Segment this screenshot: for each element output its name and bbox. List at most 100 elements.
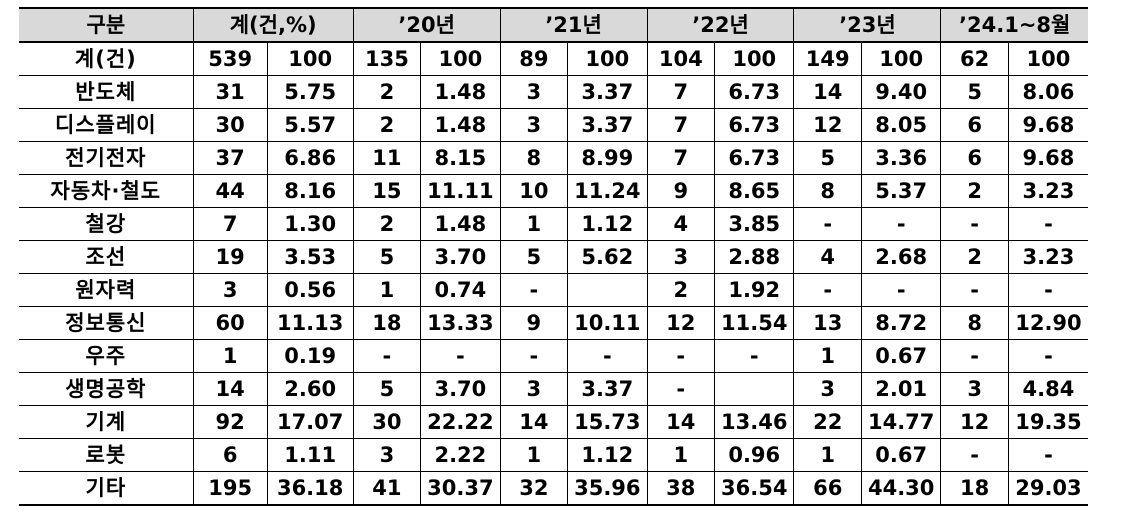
row-label: 조선 (19, 240, 194, 274)
percent-cell: 8.06 (1007, 75, 1088, 109)
table-row: 전기전자 37 6.86 11 8.15 8 8.99 7 6.73 5 3.36 6 9.68 (19, 141, 1088, 175)
percent-cell: 5.75 (266, 75, 354, 109)
count-cell: - (940, 339, 1009, 373)
count-cell: 1 (352, 273, 422, 307)
percent-cell: 10.11 (567, 306, 648, 340)
count-cell: 1 (793, 339, 862, 373)
percent-cell: 100 (714, 41, 795, 76)
percent-cell: 3.37 (567, 108, 648, 142)
percent-cell: 8.16 (266, 174, 354, 208)
count-cell: 60 (192, 306, 268, 340)
percent-cell: 1.12 (567, 207, 648, 241)
percent-cell: 0.74 (420, 273, 501, 307)
table-row: 로봇 6 1.11 3 2.22 1 1.12 1 0.96 1 0.67- - (19, 438, 1088, 472)
count-cell: 5 (940, 75, 1009, 109)
count-cell: 18 (352, 306, 422, 340)
table-row: 자동차·철도 44 8.16 15 11.11 10 11.24 9 8.65 8 5.37 2 3.2… (19, 174, 1088, 208)
count-cell: 5 (352, 240, 422, 274)
count-cell: 12 (940, 405, 1009, 439)
percent-cell: 0.96 (714, 438, 795, 472)
percent-cell: 3.85 (714, 207, 795, 241)
count-cell: 12 (793, 108, 862, 142)
header-group-2023: ’23년 (793, 7, 942, 43)
table-row: 원자력 3 0.56 1 0.74-2 1.92- - - - (19, 273, 1088, 307)
percent-cell: 3.37 (567, 75, 648, 109)
count-cell: 3 (499, 372, 569, 406)
percent-cell: - (860, 207, 942, 241)
percent-cell: 100 (860, 41, 942, 76)
count-cell: 104 (646, 41, 716, 76)
row-label: 반도체 (19, 75, 194, 109)
percent-cell: 3.23 (1007, 240, 1088, 274)
count-cell: - (499, 273, 569, 307)
percent-cell: 0.19 (266, 339, 354, 373)
percent-cell: 2.68 (860, 240, 942, 274)
count-cell: 9 (499, 306, 569, 340)
table-row: 기계 92 17.07 30 22.22 14 15.73 14 13.46 22 14.77 12 1… (19, 405, 1088, 439)
statistics-table: 구분 계(건,%) ’20년 ’21년 ’22년 ’23년 ’24.1~8월 계… (19, 7, 1088, 506)
count-cell: 539 (192, 41, 268, 76)
count-cell: 11 (352, 141, 422, 175)
percent-cell: 8.72 (860, 306, 942, 340)
percent-cell: - (420, 339, 501, 373)
percent-cell: 11.13 (266, 306, 354, 340)
count-cell: 1 (793, 438, 862, 472)
count-cell: 30 (192, 108, 268, 142)
count-cell: 1 (499, 207, 569, 241)
percent-cell: 11.54 (714, 306, 795, 340)
percent-cell: 13.33 (420, 306, 501, 340)
percent-cell: 17.07 (266, 405, 354, 439)
percent-cell: 5.62 (567, 240, 648, 274)
row-label: 우주 (19, 339, 194, 373)
percent-cell: 15.73 (567, 405, 648, 439)
percent-cell: 1.12 (567, 438, 648, 472)
percent-cell: 30.37 (420, 471, 501, 506)
count-cell: 38 (646, 471, 716, 506)
row-label: 기계 (19, 405, 194, 439)
percent-cell: 2.01 (860, 372, 942, 406)
percent-cell: 1.30 (266, 207, 354, 241)
percent-cell: 100 (1007, 41, 1088, 76)
percent-cell: - (1007, 207, 1088, 241)
count-cell: 4 (646, 207, 716, 241)
percent-cell: 1.48 (420, 108, 501, 142)
percent-cell: 3.70 (420, 240, 501, 274)
count-cell: - (646, 372, 716, 406)
table-row: 반도체 31 5.75 2 1.48 3 3.37 7 6.73 14 9.40 5 8.06 (19, 75, 1088, 109)
count-cell: 32 (499, 471, 569, 506)
table-row: 철강 7 1.30 2 1.48 1 1.12 4 3.85- - - - (19, 207, 1088, 241)
count-cell: 9 (646, 174, 716, 208)
table-row: 정보통신 60 11.13 18 13.33 9 10.11 12 11.54 13 8.72 8 12… (19, 306, 1088, 340)
count-cell: 41 (352, 471, 422, 506)
count-cell: 149 (793, 41, 862, 76)
count-cell: 2 (352, 207, 422, 241)
percent-cell: 100 (567, 41, 648, 76)
count-cell: 66 (793, 471, 862, 506)
percent-cell: 9.40 (860, 75, 942, 109)
count-cell: 31 (192, 75, 268, 109)
row-label: 철강 (19, 207, 194, 241)
count-cell: 3 (352, 438, 422, 472)
table-row: 우주 1 0.19- - - - - -1 0.67- - (19, 339, 1088, 373)
statistics-table-container: 구분 계(건,%) ’20년 ’21년 ’22년 ’23년 ’24.1~8월 계… (19, 7, 1088, 506)
percent-cell: 6.73 (714, 108, 795, 142)
count-cell: 22 (793, 405, 862, 439)
percent-cell (714, 372, 795, 406)
percent-cell: - (1007, 438, 1088, 472)
count-cell: 8 (499, 141, 569, 175)
percent-cell: 14.77 (860, 405, 942, 439)
count-cell: 3 (646, 240, 716, 274)
row-label: 전기전자 (19, 141, 194, 175)
count-cell: 4 (793, 240, 862, 274)
count-cell: 92 (192, 405, 268, 439)
header-category: 구분 (19, 7, 194, 43)
row-label: 로봇 (19, 438, 194, 472)
count-cell: 30 (352, 405, 422, 439)
count-cell: 7 (646, 108, 716, 142)
count-cell: 14 (793, 75, 862, 109)
count-cell: 8 (793, 174, 862, 208)
count-cell: 12 (646, 306, 716, 340)
header-group-2022: ’22년 (646, 7, 795, 43)
count-cell: 14 (192, 372, 268, 406)
count-cell: 5 (499, 240, 569, 274)
